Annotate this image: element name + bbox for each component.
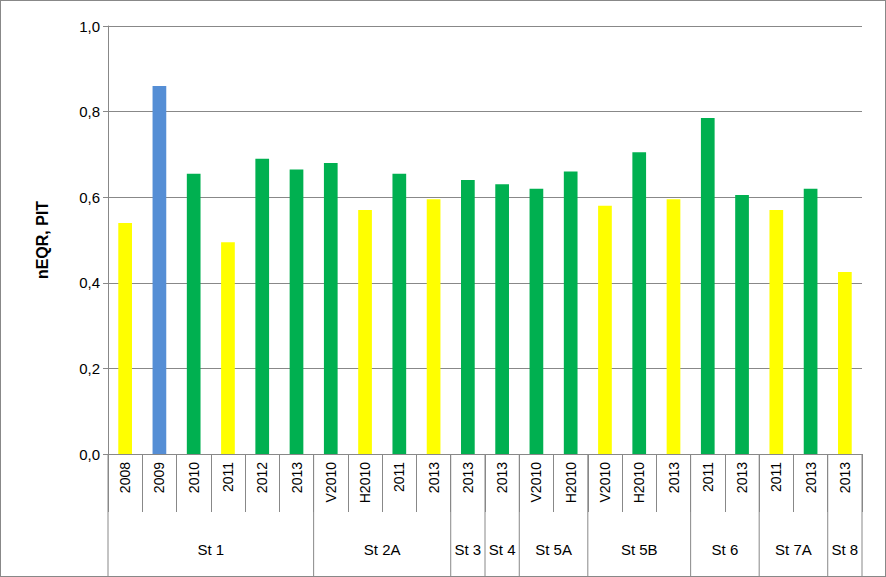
svg-text:2010: 2010 (186, 462, 202, 493)
svg-text:H2010: H2010 (631, 462, 647, 503)
svg-text:2011: 2011 (700, 462, 716, 492)
svg-text:2009: 2009 (151, 462, 167, 493)
svg-text:2013: 2013 (460, 462, 476, 493)
svg-text:2013: 2013 (734, 462, 750, 493)
svg-text:2013: 2013 (837, 462, 853, 493)
svg-text:0,2: 0,2 (79, 360, 100, 377)
svg-text:St 8: St 8 (832, 541, 859, 558)
svg-text:St 1: St 1 (197, 541, 224, 558)
svg-text:V2010: V2010 (597, 462, 613, 503)
svg-text:H2010: H2010 (357, 462, 373, 503)
svg-text:St 5B: St 5B (621, 541, 658, 558)
svg-text:2011: 2011 (768, 462, 784, 492)
svg-text:2011: 2011 (220, 462, 236, 492)
svg-text:2008: 2008 (117, 462, 133, 493)
svg-text:St 6: St 6 (712, 541, 739, 558)
svg-text:St 4: St 4 (489, 541, 516, 558)
svg-text:St 3: St 3 (455, 541, 482, 558)
svg-text:2013: 2013 (426, 462, 442, 493)
svg-text:St 7A: St 7A (775, 541, 812, 558)
svg-text:V2010: V2010 (323, 462, 339, 503)
svg-text:H2010: H2010 (563, 462, 579, 503)
svg-text:V2010: V2010 (528, 462, 544, 503)
svg-text:2013: 2013 (494, 462, 510, 493)
svg-text:St 5A: St 5A (535, 541, 572, 558)
svg-text:0,8: 0,8 (79, 103, 100, 120)
svg-text:2013: 2013 (289, 462, 305, 493)
svg-text:2013: 2013 (803, 462, 819, 493)
svg-text:St 2A: St 2A (364, 541, 401, 558)
svg-text:2013: 2013 (666, 462, 682, 493)
svg-text:2011: 2011 (391, 462, 407, 492)
svg-text:0,4: 0,4 (79, 274, 100, 291)
svg-text:nEQR, PIT: nEQR, PIT (34, 201, 51, 279)
svg-text:0,0: 0,0 (79, 446, 100, 463)
svg-text:1,0: 1,0 (79, 18, 100, 35)
svg-text:0,6: 0,6 (79, 189, 100, 206)
svg-text:2012: 2012 (254, 462, 270, 493)
